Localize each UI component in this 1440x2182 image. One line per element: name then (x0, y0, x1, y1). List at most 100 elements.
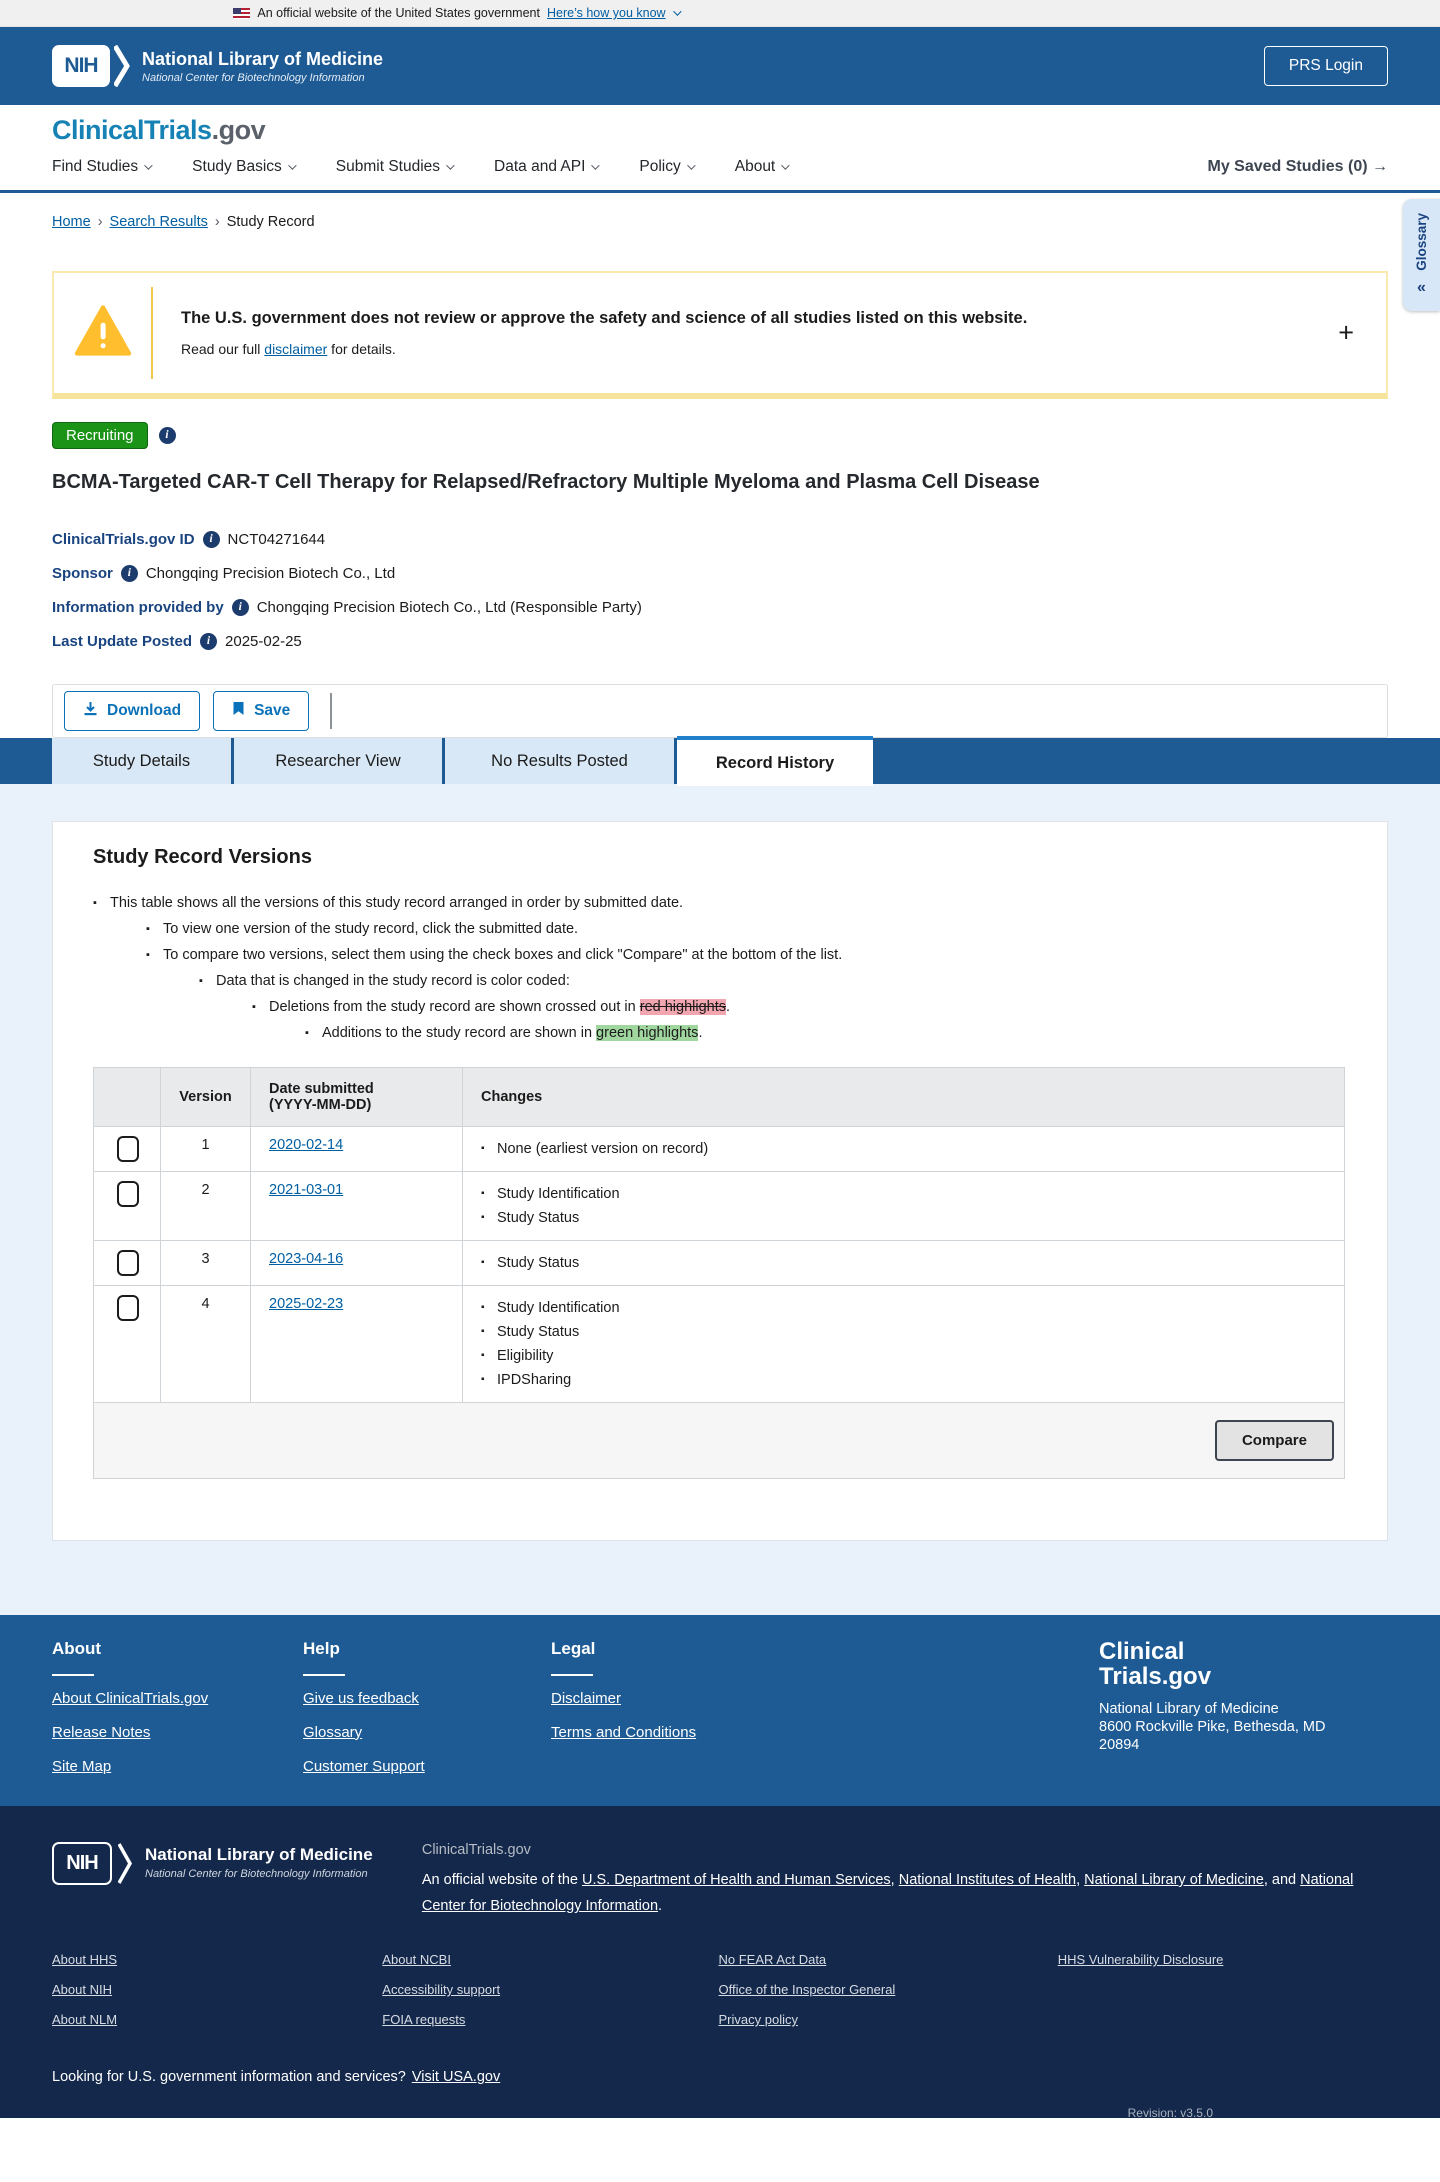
how-you-know-link[interactable]: Here’s how you know (546, 6, 666, 20)
tab-researcher-view[interactable]: Researcher View (234, 738, 442, 784)
nav-policy[interactable]: Policy (639, 158, 696, 176)
tab-record-history[interactable]: Record History (677, 736, 873, 786)
info-icon[interactable]: i (231, 598, 249, 616)
tab-study-details[interactable]: Study Details (52, 738, 231, 784)
breadcrumb-current: Study Record (226, 214, 315, 230)
footer-site-map-link[interactable]: Site Map (52, 1758, 112, 1775)
foia-link[interactable]: FOIA requests (382, 2012, 466, 2027)
bookmark-icon (232, 701, 245, 721)
logo-suffix: .gov (211, 115, 266, 145)
nav-about[interactable]: About (735, 158, 790, 176)
my-saved-studies-link[interactable]: My Saved Studies (0) → (1207, 158, 1389, 175)
footer-customer-support-link[interactable]: Customer Support (303, 1758, 425, 1775)
version-2-checkbox[interactable] (117, 1181, 139, 1207)
about-ncbi-link[interactable]: About NCBI (382, 1952, 451, 1967)
breadcrumb-search-results[interactable]: Search Results (109, 214, 208, 230)
study-metadata: ClinicalTrials.gov ID i NCT04271644 Spon… (52, 522, 1388, 658)
hhs-vulnerability-link[interactable]: HHS Vulnerability Disclosure (1057, 1952, 1224, 1967)
info-icon[interactable]: i (158, 426, 176, 444)
version-4-checkbox[interactable] (117, 1295, 139, 1321)
ncbi-link[interactable]: National Center for Biotechnology Inform… (421, 1872, 1354, 1914)
no-fear-act-link[interactable]: No FEAR Act Data (718, 1952, 827, 1967)
privacy-policy-link[interactable]: Privacy policy (718, 2012, 798, 2027)
version-3-date-link[interactable]: 2023-04-16 (269, 1251, 344, 1267)
about-nlm-link[interactable]: About NLM (52, 2012, 118, 2027)
nlm-footer-logo[interactable]: NIH National Library of Medicine Nationa… (52, 1842, 422, 1919)
nlm-logo[interactable]: NIH National Library of Medicine Nationa… (52, 45, 383, 87)
nlm-footer-title: National Library of Medicine (145, 1845, 373, 1864)
tab-no-results-posted[interactable]: No Results Posted (445, 738, 674, 784)
government-links: About HHS About NIH About NLM About NCBI… (52, 1952, 1388, 2042)
nav-study-basics[interactable]: Study Basics (192, 158, 297, 176)
footer-disclaimer-link[interactable]: Disclaimer (551, 1690, 622, 1707)
glossary-side-tab[interactable]: Glossary « (1403, 199, 1440, 311)
changes-column-header: Changes (462, 1067, 1345, 1127)
version-2-date-link[interactable]: 2021-03-01 (269, 1182, 344, 1198)
compare-button[interactable]: Compare (1214, 1420, 1334, 1461)
plus-expand-icon[interactable]: + (1338, 317, 1354, 348)
table-row: 4 2025-02-23 Study Identification Study … (93, 1285, 1345, 1403)
nih-header: NIH National Library of Medicine Nationa… (0, 27, 1440, 105)
prs-login-button[interactable]: PRS Login (1263, 46, 1388, 86)
change-item: Study Identification (481, 1296, 1326, 1320)
footer-divider (303, 1674, 345, 1676)
chevron-down-icon (686, 161, 696, 170)
breadcrumb: Home › Search Results › Study Record (52, 214, 315, 230)
info-icon[interactable]: i (120, 564, 138, 582)
inspector-general-link[interactable]: Office of the Inspector General (718, 1982, 896, 1997)
version-3-checkbox[interactable] (117, 1250, 139, 1276)
change-item: Study Identification (481, 1182, 1326, 1206)
instruction-additions: Additions to the study record are shown … (305, 1025, 1345, 1042)
instruction-intro: This table shows all the versions of thi… (93, 895, 1345, 1042)
nlm-link[interactable]: National Library of Medicine (1084, 1872, 1264, 1888)
nav-submit-studies[interactable]: Submit Studies (336, 158, 455, 176)
nav-find-studies[interactable]: Find Studies (52, 158, 153, 176)
footer-release-notes-link[interactable]: Release Notes (52, 1724, 151, 1741)
info-icon[interactable]: i (200, 632, 218, 650)
version-1-date-link[interactable]: 2020-02-14 (269, 1137, 344, 1153)
change-item: None (earliest version on record) (481, 1137, 1326, 1161)
about-hhs-link[interactable]: About HHS (52, 1952, 118, 1967)
instruction-view: To view one version of the study record,… (146, 921, 1345, 938)
footer-glossary-link[interactable]: Glossary (303, 1724, 363, 1741)
nih-logo-box: NIH (52, 1842, 112, 1885)
version-number: 1 (160, 1126, 251, 1172)
download-button[interactable]: Download (64, 691, 201, 731)
change-item: Study Status (481, 1206, 1326, 1230)
nih-logo-chevron-icon (114, 45, 130, 87)
warning-divider (151, 287, 153, 379)
status-badge: Recruiting (52, 421, 148, 449)
version-4-date-link[interactable]: 2025-02-23 (269, 1296, 344, 1312)
footer-feedback-link[interactable]: Give us feedback (303, 1690, 419, 1707)
info-icon[interactable]: i (202, 530, 220, 548)
table-row: 1 2020-02-14 None (earliest version on r… (93, 1126, 1345, 1172)
nlm-subtitle: National Center for Biotechnology Inform… (142, 71, 365, 84)
meta-information-provided-by: Information provided by i Chongqing Prec… (52, 598, 642, 616)
footer-address: National Library of Medicine 8600 Rockvi… (1099, 1701, 1326, 1753)
study-title: BCMA-Targeted CAR-T Cell Therapy for Rel… (52, 471, 1040, 493)
clinicaltrials-logo[interactable]: ClinicalTrials.gov (52, 115, 1388, 146)
nlm-footer-subtitle: National Center for Biotechnology Inform… (145, 1868, 368, 1880)
footer-terms-link[interactable]: Terms and Conditions (551, 1724, 697, 1741)
breadcrumb-home[interactable]: Home (52, 214, 91, 230)
nav-data-and-api[interactable]: Data and API (494, 158, 601, 176)
chevrons-left-icon: « (1417, 278, 1426, 296)
revision-label: Revision: v3.5.0 (1127, 2106, 1213, 2120)
version-1-checkbox[interactable] (117, 1136, 139, 1162)
save-button[interactable]: Save (213, 691, 310, 731)
change-item: IPDSharing (481, 1368, 1326, 1392)
version-number: 4 (160, 1285, 251, 1403)
footer-about-clinicaltrials-link[interactable]: About ClinicalTrials.gov (52, 1690, 209, 1707)
provider-value: Chongqing Precision Biotech Co., Ltd (Re… (256, 598, 642, 616)
glossary-label: Glossary (1414, 213, 1429, 271)
nih-link[interactable]: National Institutes of Health (898, 1872, 1077, 1888)
instruction-compare: To compare two versions, select them usi… (146, 947, 1345, 1042)
about-nih-link[interactable]: About NIH (52, 1982, 112, 1997)
last-update-value: 2025-02-25 (225, 632, 302, 650)
disclaimer-link[interactable]: disclaimer (264, 341, 328, 357)
footer-clinicaltrials-logo: Clinical Trials.gov (1099, 1638, 1212, 1690)
hhs-link[interactable]: U.S. Department of Health and Human Serv… (582, 1872, 891, 1888)
checkbox-column-header (93, 1067, 161, 1127)
visit-usa-gov-link[interactable]: Visit USA.gov (411, 2069, 501, 2085)
accessibility-link[interactable]: Accessibility support (382, 1982, 501, 1997)
